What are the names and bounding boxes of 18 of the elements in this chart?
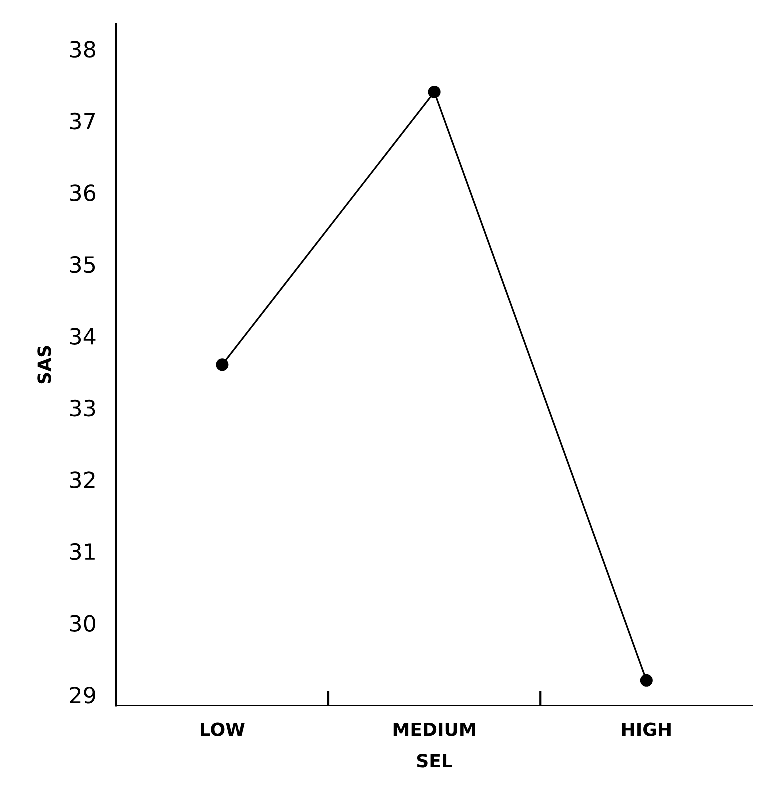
y-tick-label: 30 [70,615,96,632]
y-axis-title: SAS [38,346,52,384]
x-axis-title: SEL [417,754,452,768]
point [216,358,229,372]
x-tick-label: MEDIUM [394,722,476,736]
x-tick-label: LOW [201,722,245,736]
y-tick-label: 35 [70,256,96,274]
y-tick-label: 36 [70,184,96,202]
y-tick-label: 37 [70,112,96,130]
y-tick-label: 32 [70,472,95,488]
y-tick-label: 38 [70,41,96,58]
y-tick-label: 33 [70,400,96,417]
y-tick-label: 34 [70,328,96,345]
y-tick-label: 29 [70,686,96,704]
point [640,674,653,687]
point [428,86,441,98]
y-tick-label: 31 [70,543,95,560]
x-tick-label: HIGH [622,722,671,736]
